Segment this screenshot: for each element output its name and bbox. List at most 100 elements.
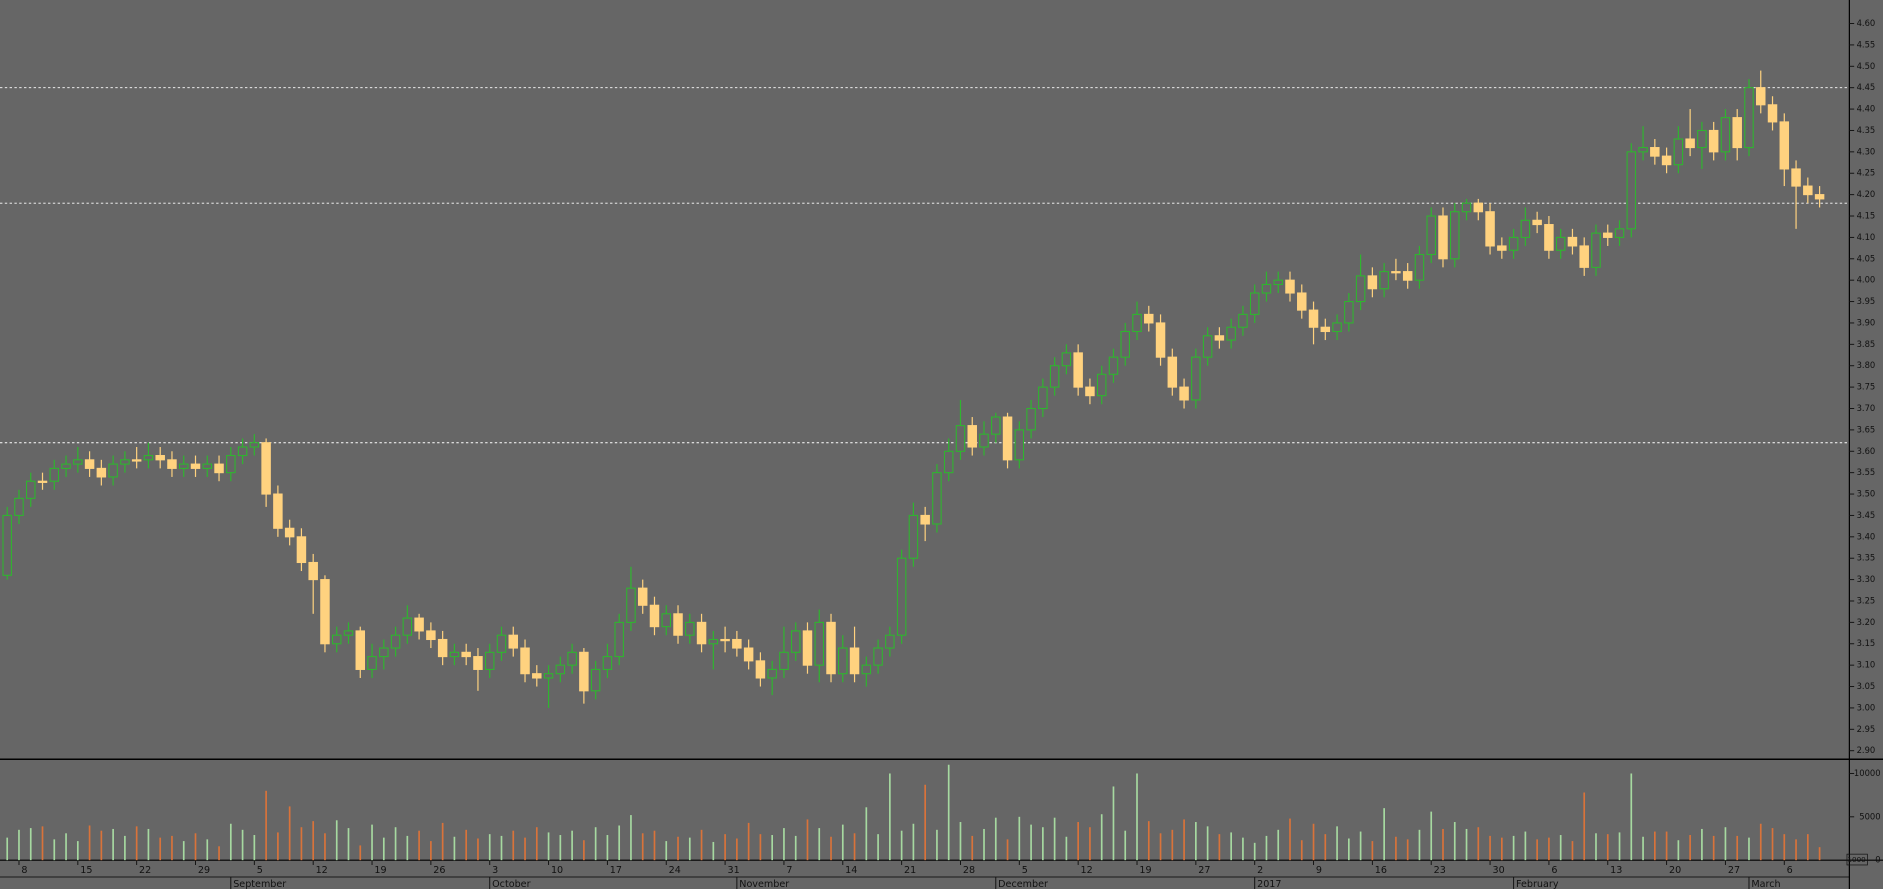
candle-body (1720, 117, 1731, 153)
candle-body (991, 416, 1001, 435)
x-tick-label: 27 (1198, 865, 1210, 876)
month-label: February (1516, 879, 1559, 889)
candle-body (1308, 309, 1319, 328)
candle-body (449, 651, 460, 658)
candle-body (84, 459, 95, 469)
x-tick-label: 5 (1022, 865, 1028, 876)
y-tick-label: 2.95 (1857, 724, 1876, 734)
x-tick-label: 13 (1610, 865, 1622, 876)
y-tick-label: 4.05 (1857, 253, 1876, 263)
candle-body (1379, 271, 1389, 290)
x-tick-label: 10 (551, 865, 563, 876)
candle-body (1179, 386, 1189, 401)
candle-body (1779, 121, 1790, 170)
x-tick-label: 17 (610, 865, 622, 876)
candle-body (1791, 168, 1801, 187)
candle-body (1249, 292, 1260, 315)
candle-body (1096, 373, 1107, 397)
candle-body (508, 634, 519, 649)
candle-body (1579, 245, 1589, 268)
x-tick-label: 26 (433, 865, 445, 876)
volume-unit-label: 1000 (1847, 855, 1866, 864)
candle-body (732, 638, 742, 649)
month-label: 2017 (1257, 879, 1281, 889)
x-tick-label: 8 (21, 865, 27, 876)
candle-body (1520, 219, 1531, 238)
y-tick-label: 4.00 (1857, 275, 1876, 285)
candle-body (1638, 147, 1648, 153)
candle-body (755, 660, 766, 679)
candle-body (178, 463, 189, 469)
y-tick-label: 4.15 (1857, 211, 1876, 221)
candle-body (1191, 356, 1201, 401)
candle-body (1014, 429, 1025, 461)
candle-body (37, 480, 48, 483)
y-tick-label: 3.30 (1857, 574, 1876, 584)
candle-body (414, 617, 424, 632)
candle-body (143, 455, 154, 461)
candle-body (826, 621, 836, 675)
candle-body (543, 673, 554, 679)
y-tick-label: 3.25 (1857, 595, 1876, 605)
candle-body (214, 463, 224, 474)
candle-body (249, 442, 260, 448)
y-tick-label: 3.55 (1857, 467, 1876, 477)
y-tick-label: 3.35 (1857, 553, 1876, 563)
candle-body (673, 613, 683, 636)
x-tick-label: 22 (139, 865, 151, 876)
candle-body (1603, 232, 1613, 238)
candle-body (767, 668, 777, 679)
candle-body (1238, 313, 1248, 328)
candle-body (1744, 87, 1754, 149)
candle-body (61, 463, 71, 469)
candle-body (25, 480, 36, 499)
candle-body (602, 656, 613, 670)
candle-body (96, 467, 107, 478)
candle-body (1673, 138, 1684, 166)
candle-body (1567, 236, 1578, 247)
x-tick-label: 3 (492, 865, 498, 876)
candle-body (1002, 416, 1013, 461)
x-tick-label: 27 (1728, 865, 1740, 876)
candle-body (402, 617, 413, 636)
y-tick-label: 3.90 (1857, 317, 1876, 327)
candle-body (1497, 245, 1507, 251)
candle-body (1049, 365, 1060, 388)
candle-body (1708, 129, 1719, 153)
candle-body (1803, 185, 1813, 196)
candle-body (426, 630, 436, 641)
y-tick-label: 3.60 (1857, 446, 1876, 456)
candle-body (920, 514, 930, 525)
candle-body (1473, 202, 1484, 213)
candle-body (649, 604, 660, 628)
x-tick-label: 20 (1669, 865, 1681, 876)
candle-body (1273, 279, 1283, 285)
candle-body (261, 442, 271, 495)
candle-body (1155, 322, 1166, 358)
candle-body (1167, 356, 1178, 388)
candle-body (885, 634, 895, 649)
candle-body (73, 459, 83, 465)
candle-body (1355, 275, 1366, 303)
x-tick-label: 7 (786, 865, 792, 876)
candle-body (532, 673, 542, 679)
y-tick-label: 3.80 (1857, 360, 1876, 370)
candle-body (390, 634, 401, 649)
candle-body (1414, 253, 1425, 281)
y-tick-label: 3.85 (1857, 339, 1876, 349)
y-tick-label: 4.30 (1857, 146, 1876, 156)
y-tick-label: 4.60 (1857, 18, 1876, 28)
candle-body (131, 459, 142, 462)
candle-body (1297, 292, 1307, 311)
y-tick-label: 4.35 (1857, 125, 1876, 135)
candle-body (1450, 211, 1460, 260)
candle-body (1226, 326, 1236, 341)
x-tick-label: 19 (1139, 865, 1151, 876)
candle-body (496, 634, 507, 653)
candle-body (473, 656, 483, 670)
x-tick-label: 28 (963, 865, 975, 876)
y-tick-label: 4.10 (1857, 232, 1876, 242)
candle-body (1767, 104, 1778, 123)
candle-body (1402, 271, 1413, 281)
